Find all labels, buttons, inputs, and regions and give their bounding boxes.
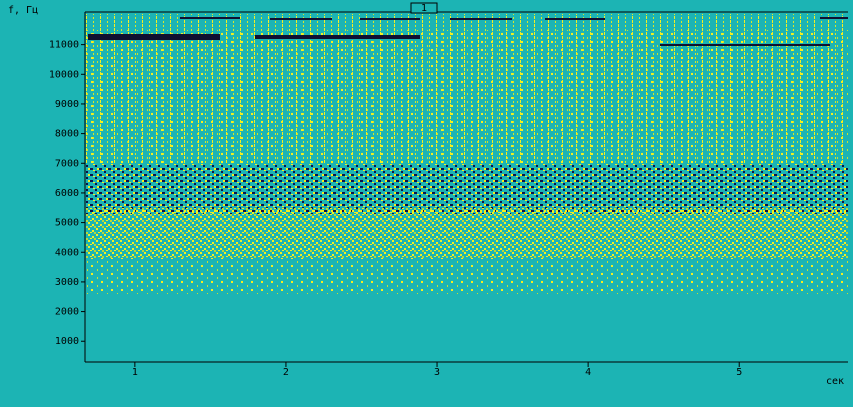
y-tick-label: 3000: [55, 277, 79, 288]
x-tick-label: 1: [132, 367, 138, 378]
y-tick-label: 7000: [55, 158, 79, 169]
marker: 1: [421, 3, 427, 14]
y-tick-label: 11000: [49, 40, 79, 51]
y-tick-label: 1000: [55, 336, 79, 347]
y-tick-label: 4000: [55, 247, 79, 258]
y-tick-label: 6000: [55, 188, 79, 199]
x-tick-label: 2: [283, 367, 289, 378]
marker-box: [410, 2, 438, 14]
y-tick-label: 10000: [49, 69, 79, 80]
y-tick-label: 2000: [55, 307, 79, 318]
y-tick-label: 5000: [55, 218, 79, 229]
y-tick-label: 9000: [55, 99, 79, 110]
x-axis-label: сек: [826, 376, 844, 387]
x-tick-label: 4: [585, 367, 591, 378]
y-tick-label: 8000: [55, 129, 79, 140]
x-tick-label: 3: [434, 367, 440, 378]
spectrogram-texture: [86, 14, 848, 294]
x-tick-label: 5: [736, 367, 742, 378]
y-axis-label: f, Гц: [8, 5, 38, 16]
